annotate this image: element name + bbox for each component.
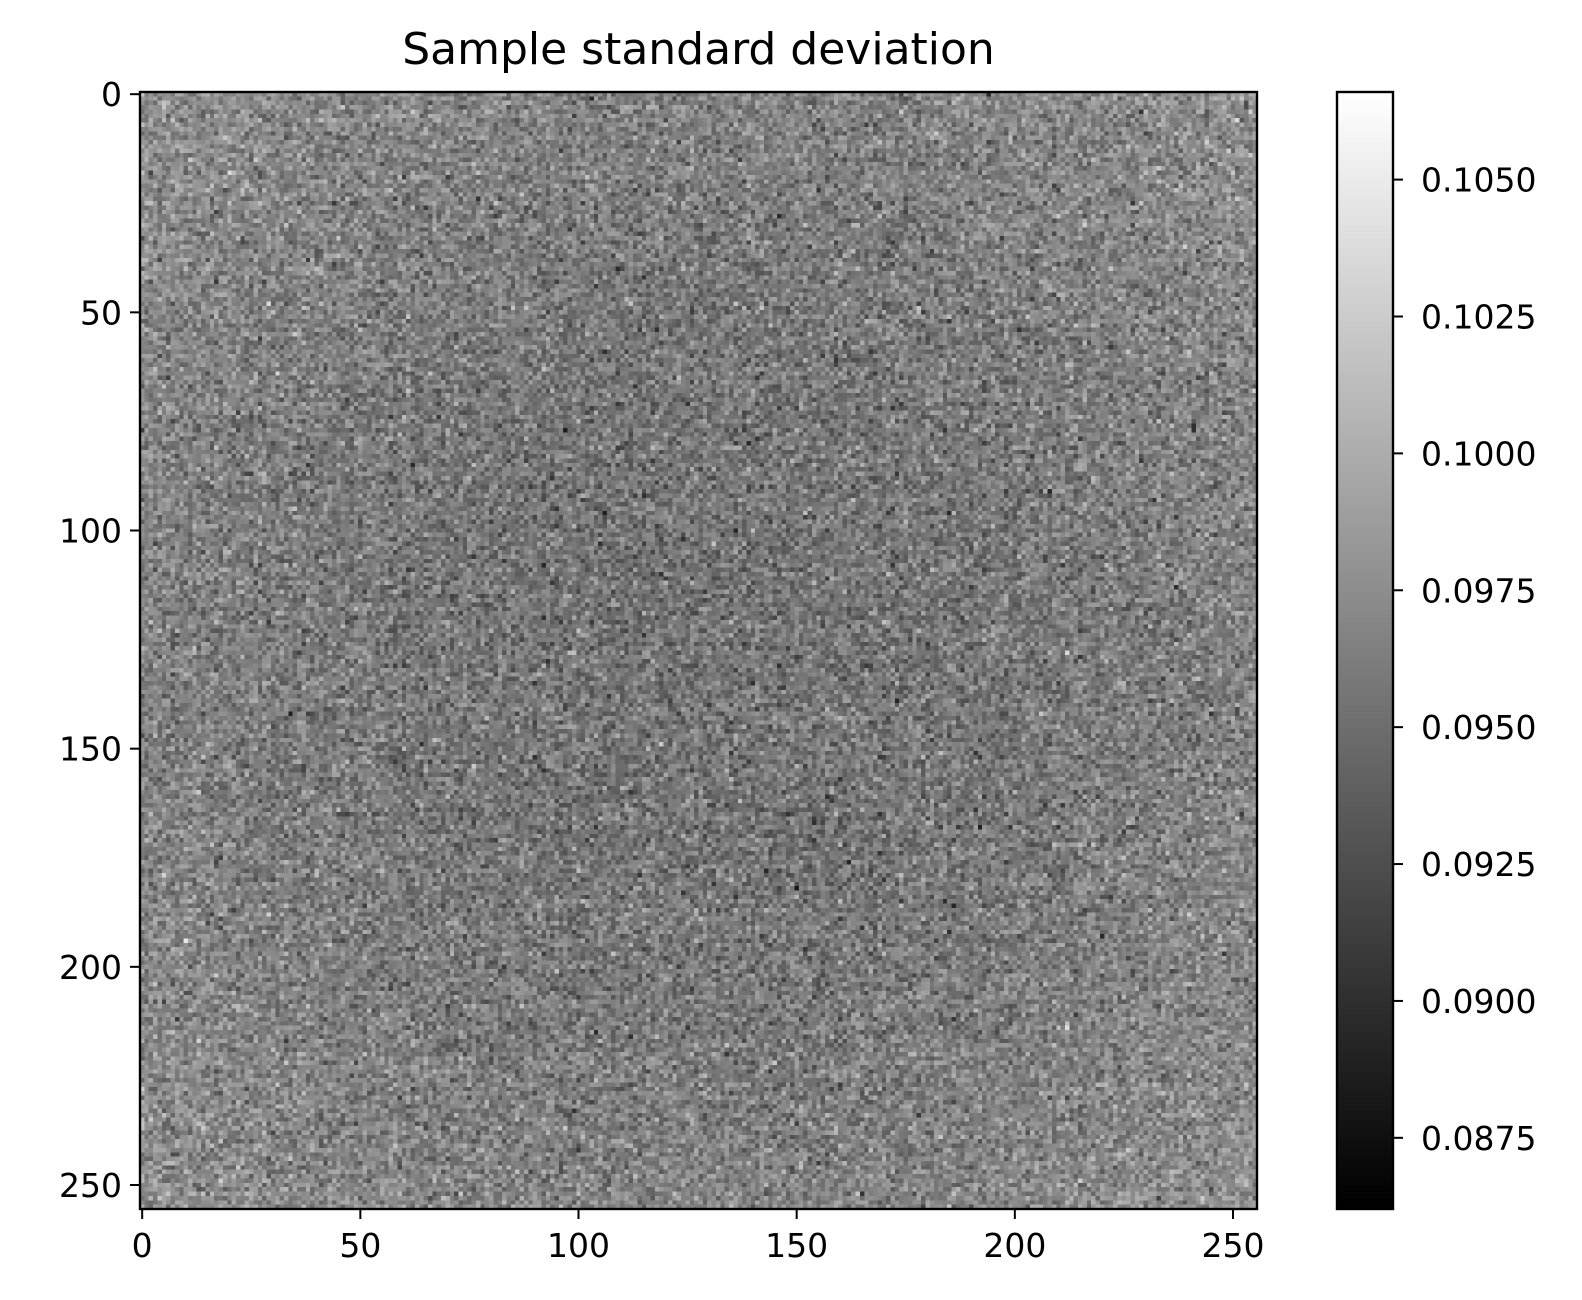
colorbar-tick-label-4: 0.0975 <box>1421 571 1536 610</box>
colorbar-tick-label-2: 0.0925 <box>1421 845 1536 884</box>
x-tick-label-100: 100 <box>547 1226 610 1265</box>
colorbar-frame <box>1335 90 1395 1211</box>
y-tick-label-200: 200 <box>59 948 122 987</box>
colorbar-tick-label-7: 0.1050 <box>1421 161 1536 200</box>
x-tick-label-150: 150 <box>765 1226 828 1265</box>
heatmap-image <box>140 92 1257 1209</box>
colorbar-tick-label-6: 0.1025 <box>1421 297 1536 336</box>
y-tick-label-0: 0 <box>101 75 122 114</box>
x-tick-label-250: 250 <box>1202 1226 1265 1265</box>
colorbar-tick-label-3: 0.0950 <box>1421 708 1536 747</box>
colorbar-tick-label-0: 0.0875 <box>1421 1119 1536 1158</box>
x-tick-label-50: 50 <box>339 1226 381 1265</box>
x-tick-label-0: 0 <box>132 1226 153 1265</box>
y-tick-label-100: 100 <box>59 512 122 551</box>
plot-frame <box>138 90 1259 1211</box>
y-tick-label-250: 250 <box>59 1166 122 1205</box>
colorbar-tick-label-1: 0.0900 <box>1421 982 1536 1021</box>
chart-title: Sample standard deviation <box>402 24 995 75</box>
colorbar-tick-label-5: 0.1000 <box>1421 434 1536 473</box>
x-tick-label-200: 200 <box>983 1226 1046 1265</box>
colorbar-gradient <box>1337 92 1393 1209</box>
y-tick-label-50: 50 <box>80 293 122 332</box>
y-tick-label-150: 150 <box>59 730 122 769</box>
